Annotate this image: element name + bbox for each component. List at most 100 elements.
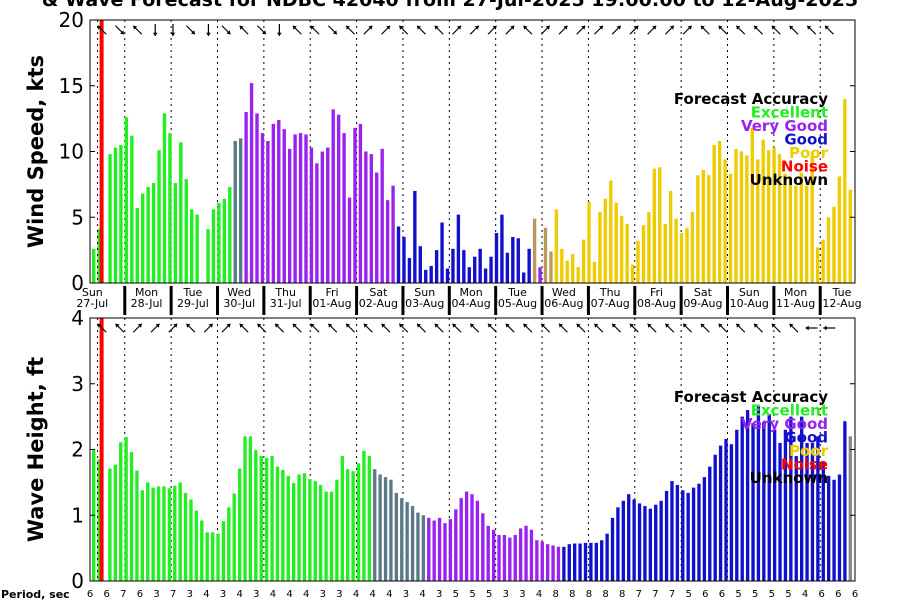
- wind-bar: [92, 248, 96, 283]
- wind-bar: [173, 183, 178, 283]
- wave-direction-arrow: [540, 323, 551, 333]
- date-dow-label: Thu: [599, 286, 621, 299]
- wave-bar: [383, 477, 388, 581]
- period-value: 4: [303, 589, 309, 600]
- wind-bar: [756, 159, 760, 283]
- wind-bar: [603, 198, 608, 283]
- wave-bar: [799, 416, 804, 581]
- wave-direction-arrow: [416, 323, 426, 333]
- wave-bar: [437, 517, 442, 581]
- wind-direction-arrow: [469, 25, 480, 35]
- wind-bar: [418, 246, 422, 283]
- wind-bar: [211, 209, 216, 283]
- wave-legend-entry: Good: [784, 429, 828, 447]
- wind-bar: [298, 133, 303, 283]
- date-dow-label: Mon: [135, 286, 158, 299]
- wind-bar: [625, 223, 629, 283]
- wave-direction-arrow: [682, 323, 693, 333]
- period-value: 5: [486, 589, 492, 600]
- wave-bar: [832, 479, 836, 581]
- period-value: 5: [686, 589, 692, 600]
- wind-arrow-head: [718, 25, 723, 30]
- wind-direction-arrow: [132, 25, 143, 35]
- wind-ytick-label: 10: [59, 140, 84, 164]
- wave-bar: [762, 421, 766, 581]
- wind-bar: [434, 250, 439, 283]
- wave-bar: [394, 492, 399, 581]
- wave-bar: [567, 544, 571, 581]
- wind-legend-entry: Unknown: [750, 171, 828, 189]
- wind-arrow-head: [346, 25, 351, 30]
- wind-bar: [309, 147, 314, 283]
- wind-bar: [554, 209, 559, 283]
- period-value: 3: [403, 589, 409, 600]
- wind-bar: [413, 190, 417, 283]
- wave-bar: [167, 488, 172, 581]
- wave-bar: [200, 520, 204, 581]
- wind-bar: [696, 175, 700, 283]
- wind-bar: [287, 148, 292, 283]
- wave-bar: [805, 442, 809, 581]
- wave-bar: [681, 490, 685, 581]
- date-label: 27-Jul: [76, 297, 108, 310]
- wind-bar: [179, 142, 183, 283]
- wave-bar: [97, 459, 101, 581]
- wind-bar: [217, 202, 221, 283]
- date-dow-label: Sun: [82, 286, 103, 299]
- wave-direction-arrow: [256, 323, 267, 333]
- wind-ytick-label: 5: [71, 205, 84, 229]
- wind-bar: [815, 247, 820, 283]
- wave-bar: [675, 485, 680, 581]
- wind-bar: [592, 261, 597, 283]
- wind-bar: [238, 138, 243, 283]
- wave-bar: [573, 543, 577, 581]
- wind-legend-entry: Very Good: [741, 117, 828, 135]
- period-value: 4: [353, 589, 359, 600]
- wave-bar: [178, 482, 182, 581]
- wind-bar: [571, 254, 575, 283]
- wind-arrow-head: [581, 25, 586, 30]
- wind-bar: [130, 135, 134, 283]
- wave-bar: [335, 479, 339, 581]
- wind-direction-arrow: [115, 25, 125, 35]
- wind-direction-arrows: [97, 24, 834, 36]
- wave-arrow-head: [789, 323, 794, 328]
- wind-bar: [315, 163, 319, 283]
- wind-direction-arrow: [487, 25, 497, 35]
- wave-arrow-head: [700, 323, 705, 328]
- wind-bar: [794, 185, 798, 283]
- wave-bar: [578, 543, 582, 581]
- date-label: 04-Aug: [451, 297, 490, 310]
- wave-arrow-head: [434, 323, 439, 328]
- wave-bar: [816, 436, 820, 581]
- wave-bar: [373, 469, 377, 581]
- wave-direction-arrow: [593, 323, 604, 333]
- wind-direction-arrow: [292, 25, 302, 35]
- date-dow-label: Sun: [414, 286, 435, 299]
- wind-arrow-head: [545, 25, 550, 30]
- wind-direction-arrow: [700, 25, 710, 35]
- wave-bar: [767, 413, 771, 581]
- wind-direction-arrow: [576, 25, 586, 35]
- wind-bar: [837, 176, 842, 283]
- period-value: 7: [636, 589, 642, 600]
- wind-direction-arrow: [398, 25, 409, 35]
- date-label: 09-Aug: [683, 297, 722, 310]
- wind-bar: [799, 172, 803, 283]
- wave-bar: [621, 500, 625, 581]
- wave-arrow-head: [718, 323, 723, 328]
- wind-arrow-head: [170, 32, 176, 36]
- wind-bar: [407, 258, 412, 283]
- wind-bar: [543, 227, 548, 283]
- wind-bar: [293, 134, 297, 283]
- wave-bar: [616, 507, 620, 581]
- wind-direction-arrow: [523, 25, 533, 35]
- wind-speed-panel: 0 5 10 15 20 Wind Speed, kts Forecast Accura…: [24, 8, 856, 295]
- wave-direction-arrow: [505, 323, 515, 333]
- wind-direction-arrow: [735, 25, 746, 35]
- wave-bar: [151, 487, 155, 581]
- wave-bar: [837, 474, 842, 581]
- wave-bar: [443, 523, 447, 581]
- wind-bar: [674, 218, 678, 283]
